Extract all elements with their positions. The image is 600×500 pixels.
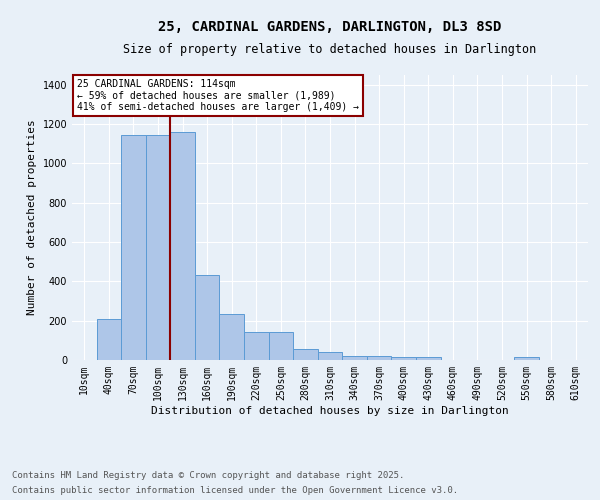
Bar: [416, 357, 440, 360]
Bar: [269, 332, 293, 360]
Text: 25, CARDINAL GARDENS, DARLINGTON, DL3 8SD: 25, CARDINAL GARDENS, DARLINGTON, DL3 8S…: [158, 20, 502, 34]
Bar: [170, 132, 195, 360]
Bar: [244, 332, 269, 360]
Bar: [391, 357, 416, 360]
Bar: [514, 357, 539, 360]
Bar: [121, 135, 146, 360]
Text: 25 CARDINAL GARDENS: 114sqm
← 59% of detached houses are smaller (1,989)
41% of : 25 CARDINAL GARDENS: 114sqm ← 59% of det…: [77, 80, 359, 112]
Y-axis label: Number of detached properties: Number of detached properties: [27, 120, 37, 316]
Text: Size of property relative to detached houses in Darlington: Size of property relative to detached ho…: [124, 42, 536, 56]
Bar: [220, 314, 244, 360]
Bar: [146, 135, 170, 360]
Bar: [195, 276, 220, 360]
Bar: [318, 352, 342, 360]
Bar: [367, 356, 391, 360]
Text: Contains public sector information licensed under the Open Government Licence v3: Contains public sector information licen…: [12, 486, 458, 495]
X-axis label: Distribution of detached houses by size in Darlington: Distribution of detached houses by size …: [151, 406, 509, 415]
Text: Contains HM Land Registry data © Crown copyright and database right 2025.: Contains HM Land Registry data © Crown c…: [12, 471, 404, 480]
Bar: [293, 348, 318, 360]
Bar: [342, 356, 367, 360]
Bar: [97, 320, 121, 360]
